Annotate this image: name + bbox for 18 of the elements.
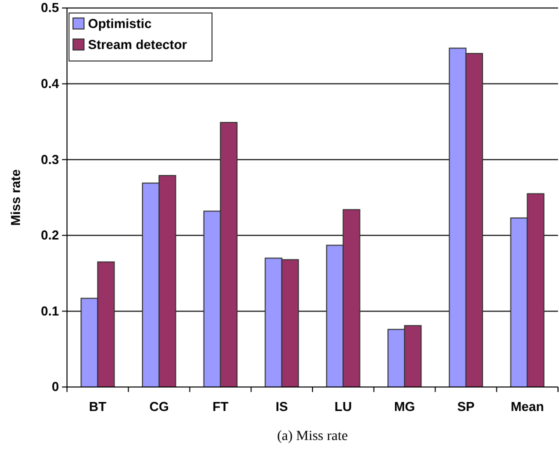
x-tick-label: LU [334, 398, 352, 414]
y-tick-label: 0.1 [40, 303, 59, 318]
x-tick-label: Mean [510, 398, 544, 414]
legend-label: Optimistic [88, 16, 152, 31]
x-tick-label: FT [212, 398, 228, 414]
y-tick-label: 0.5 [40, 0, 59, 16]
text: (a) Miss rate [277, 429, 348, 444]
x-tick-label: MG [394, 398, 416, 414]
y-axis-title: Miss rate [8, 169, 23, 226]
y-tick-label: 0.2 [40, 228, 59, 243]
x-tick-label: BT [89, 398, 106, 414]
legend-label: Stream detector [88, 37, 187, 52]
y-tick-label: 0.3 [40, 152, 59, 167]
y-tick-label: 0.4 [40, 76, 60, 91]
x-tick-label: CG [149, 398, 169, 414]
x-tick-label: IS [276, 398, 288, 414]
x-tick-label: SP [457, 398, 475, 414]
y-tick-label: 0 [52, 379, 59, 394]
